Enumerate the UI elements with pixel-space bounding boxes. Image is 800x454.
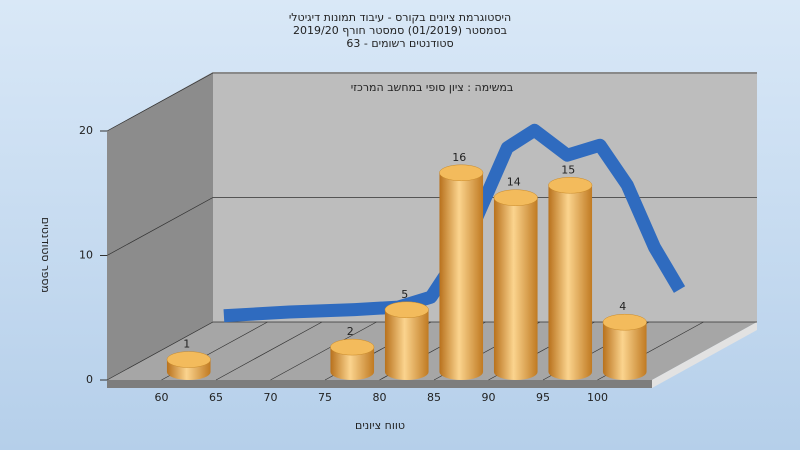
y-tick-label: 20: [79, 124, 93, 137]
bar: [384, 301, 429, 380]
value-label: 1: [183, 338, 190, 351]
bar-body: [384, 309, 429, 380]
y-tick-label: 0: [86, 373, 93, 386]
value-label: 4: [619, 300, 626, 313]
y-axis-label: מספר סטודנטים: [39, 217, 52, 293]
bar-top: [548, 177, 593, 194]
value-label: 2: [347, 325, 354, 338]
bar-top: [493, 189, 538, 206]
bar-top: [330, 338, 375, 356]
plot: 1 2 5 16 14 15 4: [166, 123, 686, 380]
bar-body: [493, 197, 538, 380]
value-label: 14: [507, 176, 521, 189]
title-line: היסטוגרמת ציונים בקורס - עיבוד תמונות די…: [289, 11, 511, 24]
x-tick-label: 70: [264, 391, 278, 404]
bar-top: [166, 351, 211, 368]
curve: [223, 123, 686, 323]
x-tick-label: 65: [209, 391, 223, 404]
bar-body: [439, 172, 484, 380]
bar: [166, 351, 211, 380]
x-axis-label: טווח ציונים: [355, 419, 405, 432]
bar: [330, 338, 375, 380]
value-label: 16: [452, 151, 466, 164]
bar: [602, 313, 647, 380]
value-label: 15: [561, 163, 575, 176]
bar-top: [439, 164, 484, 182]
title-line: בסמסטר (01/2019) סמסטר חורף 2019/20: [293, 24, 507, 37]
bar-body: [330, 347, 375, 380]
y-tick-label: 10: [79, 249, 93, 262]
bar: [548, 177, 593, 380]
left-wall: [107, 72, 213, 380]
x-tick-label: 85: [427, 391, 441, 404]
x-tick-label: 75: [318, 391, 332, 404]
title-line: סטודנטים רשומים - 63: [346, 37, 453, 50]
x-tick-label: 90: [482, 391, 496, 404]
x-tick-label: 80: [373, 391, 387, 404]
grid-line: [270, 321, 377, 381]
x-tick-label: 95: [536, 391, 550, 404]
grid-line: [106, 72, 757, 132]
bar-top: [602, 313, 647, 331]
bar-body: [602, 322, 647, 380]
x-tick-label: 60: [155, 391, 169, 404]
bar-body: [548, 185, 593, 380]
bar-top: [384, 301, 429, 318]
value-label: 5: [401, 288, 408, 301]
grid-line: [215, 321, 323, 381]
bar: [439, 164, 484, 380]
floor-side: [652, 322, 757, 388]
subtitle: במשימה : ציון סופי במחשב המרכזי: [351, 81, 514, 94]
floor-edge: [107, 380, 652, 388]
x-tick-label: 100: [587, 391, 608, 404]
bar: [493, 189, 538, 380]
